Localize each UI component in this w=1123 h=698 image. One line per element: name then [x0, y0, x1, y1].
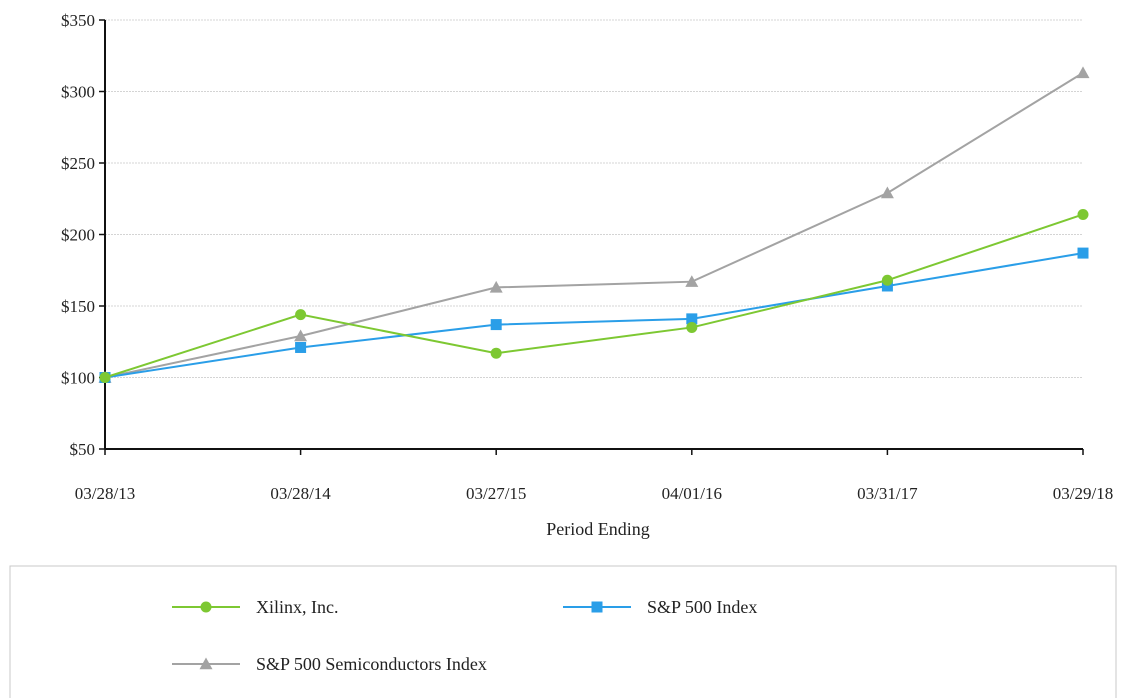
series-line: [104, 72, 1084, 379]
y-tick-label: $100: [61, 369, 95, 388]
series-0: [99, 208, 1089, 383]
data-point: [881, 280, 893, 292]
legend-item: S&P 500 Index: [563, 597, 757, 617]
series: [98, 66, 1090, 383]
data-point: [490, 347, 502, 359]
data-point: [881, 274, 893, 286]
legend-item: Xilinx, Inc.: [172, 597, 339, 617]
data-point: [1077, 208, 1089, 220]
data-point: [490, 319, 502, 331]
gridlines: [105, 19, 1083, 378]
x-axis-title: Period Ending: [546, 519, 650, 539]
data-point: [295, 341, 307, 353]
data-point: [880, 186, 894, 199]
data-point: [294, 329, 308, 342]
y-tick-label: $300: [61, 83, 95, 102]
legend: Xilinx, Inc. S&P 500 Index S&P 500 Semicon…: [9, 565, 1117, 698]
data-point: [1076, 66, 1090, 79]
legend-box: [9, 565, 1117, 698]
legend-label: S&P 500 Index: [647, 597, 757, 617]
data-point: [685, 275, 699, 287]
y-tick-label: $150: [61, 297, 95, 316]
axes: [99, 19, 1084, 455]
data-point: [295, 309, 307, 321]
x-tick-label: 03/29/18: [1053, 484, 1113, 503]
series-2: [98, 66, 1090, 383]
data-point: [686, 313, 698, 325]
data-point: [1077, 247, 1089, 259]
legend-item: S&P 500 Semiconductors Index: [172, 654, 487, 674]
y-tick-label: $250: [61, 154, 95, 173]
legend-label: Xilinx, Inc.: [256, 597, 339, 617]
legend-label: S&P 500 Semiconductors Index: [256, 654, 487, 674]
y-tick-label: $50: [70, 440, 96, 459]
x-tick-label: 04/01/16: [662, 484, 722, 503]
x-tick-label: 03/28/14: [270, 484, 331, 503]
x-tick-label: 03/28/13: [75, 484, 135, 503]
data-point: [686, 321, 698, 333]
legend-marker: [591, 601, 603, 613]
y-tick-label: $350: [61, 11, 95, 30]
y-tick-label: $200: [61, 226, 95, 245]
legend-marker: [199, 657, 213, 670]
legend-marker: [200, 601, 212, 613]
series-1: [99, 247, 1089, 383]
x-tick-label: 03/27/15: [466, 484, 526, 503]
data-point: [99, 372, 111, 383]
tick-labels: $50 $100 $150 $200 $250 $300 $350 03/28/13 03/28…: [61, 11, 1113, 503]
data-point: [489, 280, 503, 293]
series-line: [104, 252, 1084, 379]
x-tick-label: 03/31/17: [857, 484, 918, 503]
series-line: [104, 213, 1084, 379]
